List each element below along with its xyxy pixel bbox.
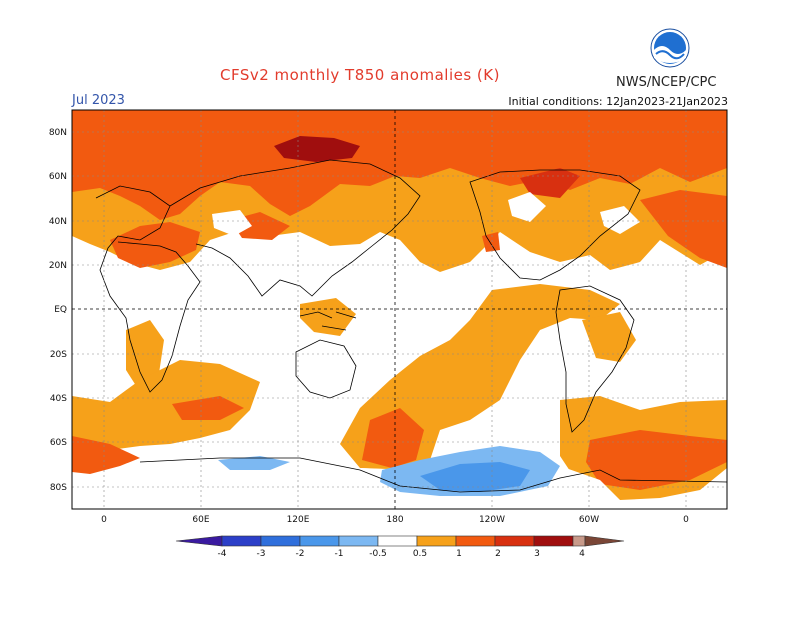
colorbar-label: -1 [335, 549, 344, 559]
lat-label-eq: EQ [54, 305, 67, 315]
initial-conditions: Initial conditions: 12Jan2023-21Jan2023 [508, 95, 728, 108]
anomaly-red-europe [110, 222, 200, 268]
colorbar-swatch-05-1 [416, 535, 457, 547]
anomaly-blue-strip [218, 456, 290, 470]
anomaly-darkred-arctic [274, 136, 360, 162]
anomaly-white-hole-2 [212, 210, 252, 236]
lat-label-80n: 80N [49, 128, 67, 138]
colorbar-swatch-above-4 [584, 535, 625, 547]
lon-label-0-east: 0 [683, 515, 689, 525]
colorbar-swatch-2-1 [299, 535, 340, 547]
colorbar-label: -0.5 [369, 549, 387, 559]
anomaly-orange-south [72, 360, 260, 456]
lat-label-60n: 60N [49, 172, 67, 182]
lat-lon-grid [72, 110, 727, 509]
lat-axis: 80N 60N 40N 20N EQ 20S 40S 60S 80S [49, 128, 67, 493]
colorbar-label: 4 [579, 549, 585, 559]
colorbar-label: 1 [456, 549, 462, 559]
anomaly-red-north [72, 110, 727, 220]
map-title: CFSv2 monthly T850 anomalies (K) [220, 66, 500, 84]
colorbar-label: 0.5 [413, 549, 427, 559]
anomaly-orange-indonesia [300, 298, 356, 336]
colorbar-labels: -4 -3 -2 -1 -0.5 0.5 1 2 3 4 [218, 549, 586, 559]
lon-axis: 0 60E 120E 180 120W 60W 0 [101, 515, 689, 525]
lon-label-60e: 60E [192, 515, 209, 525]
lat-label-60s: 60S [50, 438, 67, 448]
colorbar-label: -2 [296, 549, 305, 559]
lat-label-20n: 20N [49, 261, 67, 271]
colorbar-label: 3 [534, 549, 540, 559]
anomaly-red-indian-ocean [172, 396, 244, 420]
colorbar-swatch-1-05 [338, 535, 379, 547]
lon-label-60w: 60W [579, 515, 599, 525]
anomaly-orange-southamerica [582, 312, 636, 362]
lat-label-40n: 40N [49, 217, 67, 227]
anomaly-blue-medium [420, 462, 530, 492]
anomaly-red-south-atlantic [586, 430, 727, 490]
colorbar-swatch-4-5 [572, 535, 586, 547]
lon-label-120e: 120E [287, 515, 310, 525]
lon-label-180: 180 [386, 515, 403, 525]
lon-label-120w: 120W [479, 515, 505, 525]
colorbar-swatch-3-4 [533, 535, 574, 547]
colorbar-swatch-below-4 [175, 535, 223, 547]
lon-label-0: 0 [101, 515, 107, 525]
anomaly-darkred-greenland [520, 168, 580, 198]
reference-lines [72, 110, 727, 509]
colorbar-swatch-1-2 [455, 535, 496, 547]
anomaly-red-northwest-atlantic [640, 190, 727, 268]
lat-label-80s: 80S [50, 483, 67, 493]
colorbar-label: -3 [257, 549, 266, 559]
colorbar-swatch-4-3 [221, 535, 262, 547]
lat-label-20s: 20S [50, 350, 67, 360]
anomaly-red-southwest [72, 436, 140, 474]
colorbar-swatch-3-2 [260, 535, 301, 547]
forecast-month: Jul 2023 [72, 93, 125, 108]
anomaly-white-hole-1 [508, 192, 546, 222]
colorbar-label: -4 [218, 549, 227, 559]
colorbar-swatch-2-3 [494, 535, 535, 547]
colorbar [175, 535, 625, 547]
colorbar-swatch-neutral [377, 535, 418, 547]
lat-label-40s: 40S [50, 394, 67, 404]
anomaly-red-tasman [362, 408, 424, 468]
agency-label: NWS/NCEP/CPC [616, 75, 717, 90]
map-frame [71, 109, 728, 510]
anomaly-fields [72, 110, 727, 509]
noaa-logo-icon [650, 28, 690, 68]
coastlines [95, 159, 727, 493]
colorbar-label: 2 [495, 549, 501, 559]
